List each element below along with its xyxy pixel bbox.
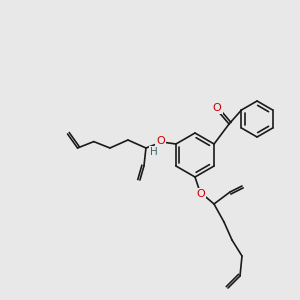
Text: O: O bbox=[213, 103, 221, 113]
Text: O: O bbox=[157, 136, 165, 146]
Text: H: H bbox=[150, 147, 158, 157]
Text: O: O bbox=[196, 189, 206, 199]
